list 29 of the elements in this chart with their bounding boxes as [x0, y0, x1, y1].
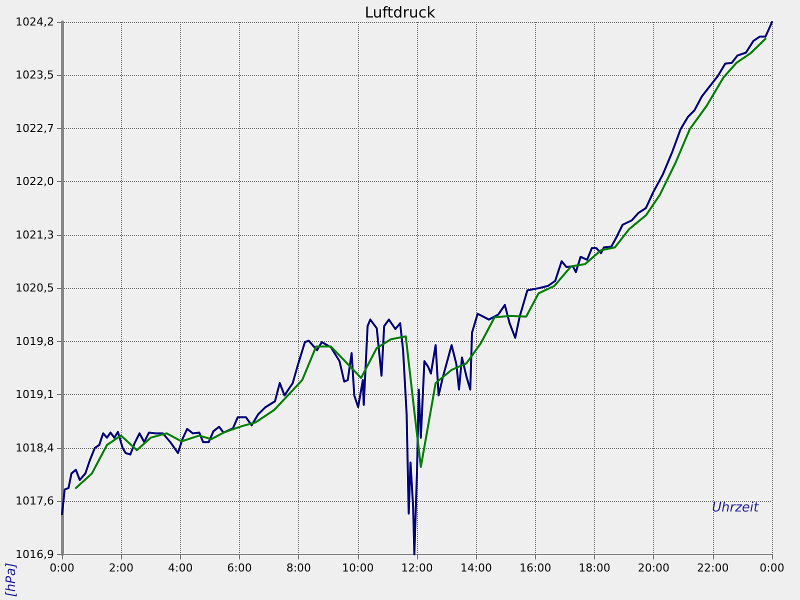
y-tick-label: 1017,6: [16, 494, 54, 508]
line-series: [61, 21, 773, 556]
line-series: [74, 38, 766, 490]
y-tick-label: 1022,0: [16, 175, 54, 188]
x-tick-label: 20:00: [638, 561, 670, 574]
x-tick-label: 10:00: [342, 561, 374, 574]
y-tick-label: 1021,3: [16, 228, 54, 242]
x-tick-label: 8:00: [286, 561, 312, 574]
x-tick-label: 2:00: [108, 561, 134, 574]
y-tick-label: 1019,1: [16, 388, 54, 402]
y-tick-label: 1024,2: [16, 16, 54, 28]
x-tick-label: 12:00: [401, 561, 433, 574]
x-tick-label: 14:00: [460, 561, 492, 574]
x-tick-label: 16:00: [519, 561, 552, 574]
x-tick-label: 6:00: [227, 561, 252, 574]
y-tick-label: 1016,9: [16, 548, 54, 561]
x-tick-label: 4:00: [168, 561, 193, 574]
y-tick-label: 1018,4: [16, 441, 54, 454]
y-tick-label: 1023,5: [16, 68, 54, 82]
x-tick-label: 22:00: [696, 561, 729, 574]
x-axis-title: Uhrzeit: [712, 500, 760, 516]
chart-title: Luftdruck: [364, 4, 436, 22]
x-tick-label: 0:00: [760, 561, 784, 574]
y-tick-label: 1022,7: [16, 122, 54, 135]
y-tick-label: 1019,8: [16, 334, 54, 348]
y-tick-label: 1020,5: [16, 282, 54, 295]
x-tick-label: 0:00: [50, 561, 74, 574]
y-axis-title: [hPa]: [4, 562, 19, 597]
x-tick-label: 18:00: [578, 561, 610, 574]
